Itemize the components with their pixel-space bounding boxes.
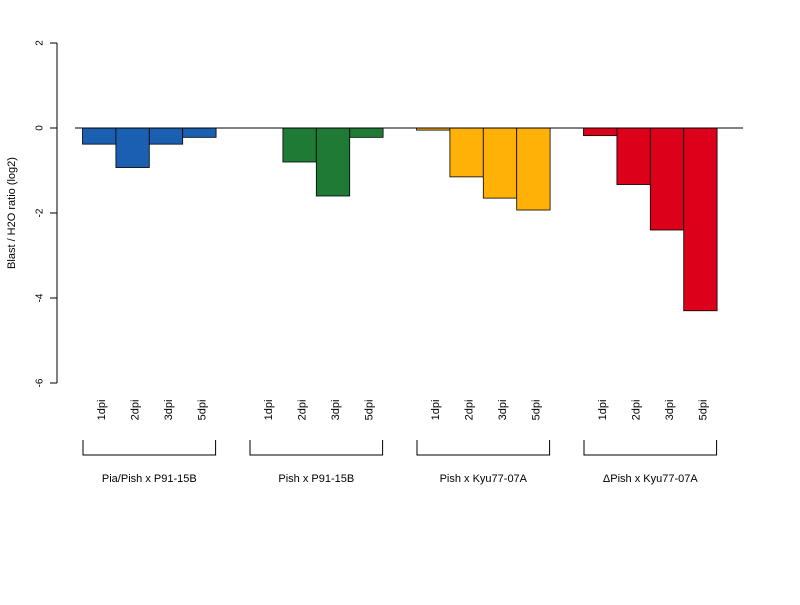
y-tick-label: -4 — [35, 293, 46, 302]
category-labels: 1dpi 2dpi 3dpi 5dpi 1dpi 2dpi 3dpi 5dpi 1dpi 2dpi… — [96, 400, 709, 421]
bar — [450, 128, 483, 177]
group-bracket — [417, 440, 550, 455]
category-label: 5dpi — [530, 400, 542, 421]
y-tick-label: 2 — [35, 40, 46, 46]
group-bracket — [250, 440, 383, 455]
category-label: 1dpi — [263, 400, 275, 421]
group-bracket — [83, 440, 216, 455]
bar — [684, 128, 717, 311]
bar — [316, 128, 349, 196]
group-label: Pia/Pish x P91-15B — [102, 473, 197, 485]
bar — [283, 128, 316, 162]
category-label: 2dpi — [631, 400, 643, 421]
category-label: 2dpi — [297, 400, 309, 421]
bar — [483, 128, 516, 198]
category-label: 3dpi — [497, 400, 509, 421]
group-label: Pish x Kyu77-07A — [440, 473, 528, 485]
y-tick-label: 0 — [35, 125, 46, 131]
y-tick-label: -2 — [35, 208, 46, 217]
bar — [149, 128, 182, 144]
bars — [83, 128, 718, 311]
group-label: Pish x P91-15B — [278, 473, 354, 485]
category-label: 2dpi — [130, 400, 142, 421]
category-label: 1dpi — [597, 400, 609, 421]
category-label: 5dpi — [196, 400, 208, 421]
bar — [83, 128, 116, 144]
y-tick-label: -6 — [35, 378, 46, 387]
group-label: ΔPish x Kyu77-07A — [603, 473, 698, 485]
bar — [584, 128, 617, 136]
category-label: 3dpi — [163, 400, 175, 421]
bar — [517, 128, 550, 210]
category-label: 2dpi — [464, 400, 476, 421]
category-label: 1dpi — [96, 400, 108, 421]
group-brackets: Pia/Pish x P91-15B Pish x P91-15B Pish x K… — [83, 440, 717, 485]
y-axis: -6 -4 -2 0 2 — [35, 40, 57, 388]
group-bracket — [584, 440, 717, 455]
bar — [183, 128, 216, 137]
bar — [650, 128, 683, 230]
category-label: 5dpi — [697, 400, 709, 421]
category-label: 5dpi — [363, 400, 375, 421]
category-label: 1dpi — [430, 400, 442, 421]
category-label: 3dpi — [330, 400, 342, 421]
category-label: 3dpi — [664, 400, 676, 421]
bar — [116, 128, 149, 168]
y-axis-title: Blast / H2O ratio (log2) — [6, 157, 18, 269]
bar — [617, 128, 650, 185]
bar — [350, 128, 383, 137]
